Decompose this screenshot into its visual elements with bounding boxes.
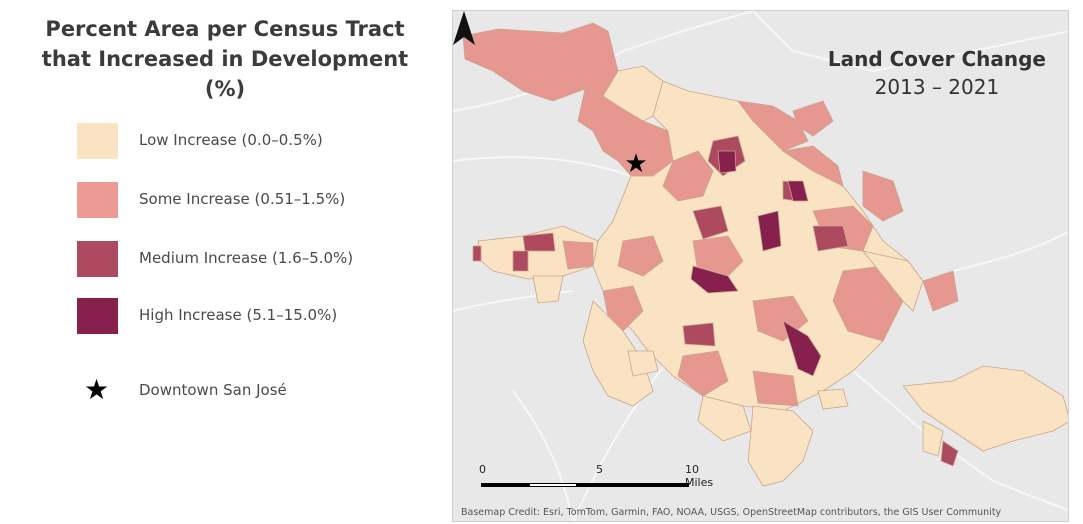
- legend-swatch-some: [77, 182, 118, 218]
- legend-panel: Percent Area per Census Tract that Incre…: [0, 0, 452, 524]
- star-icon: ★: [84, 373, 110, 406]
- legend-swatch-high: [77, 298, 118, 334]
- tract-some[interactable]: [752, 370, 799, 407]
- legend-item-low: Low Increase (0.0–0.5%): [77, 123, 437, 161]
- tract-high[interactable]: [690, 265, 739, 294]
- tract-low[interactable]: [902, 365, 1069, 452]
- tract-high[interactable]: [717, 150, 737, 174]
- tract-some[interactable]: [662, 150, 714, 202]
- tract-low[interactable]: [532, 275, 564, 304]
- downtown-legend-label: Downtown San José: [139, 381, 287, 399]
- basemap-road: [752, 11, 1068, 73]
- tract-some[interactable]: [792, 100, 834, 137]
- tract-high[interactable]: [787, 180, 809, 202]
- tract-some[interactable]: [602, 285, 644, 332]
- basemap-credit: Basemap Credit: Esri, TomTom, Garmin, FA…: [461, 507, 1002, 518]
- scale-label-10: 10 Miles: [685, 463, 714, 489]
- tract-medium[interactable]: [692, 205, 729, 240]
- legend-label-some: Some Increase (0.51–1.5%): [139, 190, 346, 208]
- map-frame[interactable]: ★ Land Cover Change 2013 – 2021 0 5 10 M…: [452, 10, 1069, 522]
- tract-low[interactable]: [861, 250, 924, 312]
- tract-low[interactable]: [747, 405, 814, 487]
- scale-label-5: 5: [596, 463, 603, 476]
- tract-high[interactable]: [757, 210, 782, 252]
- tract-low[interactable]: [582, 300, 654, 407]
- tract-some[interactable]: [617, 235, 664, 277]
- tract-some[interactable]: [922, 270, 959, 312]
- tract-low[interactable]: [922, 420, 944, 457]
- tract-medium[interactable]: [522, 232, 556, 252]
- tract-medium[interactable]: [940, 440, 959, 467]
- basemap-road: [852, 370, 1068, 512]
- scale-segment: [529, 483, 577, 487]
- legend-swatch-medium: [77, 241, 118, 277]
- scale-segment: [577, 483, 689, 487]
- tract-medium[interactable]: [682, 322, 716, 347]
- tract-high[interactable]: [782, 320, 822, 377]
- legend-item-high: High Increase (5.1–15.0%): [77, 298, 437, 336]
- tract-low[interactable]: [697, 395, 752, 442]
- map-title: Land Cover Change: [827, 47, 1046, 71]
- tract-medium[interactable]: [812, 225, 849, 252]
- tract-low[interactable]: [627, 350, 659, 377]
- map-subtitle: 2013 – 2021: [874, 75, 1000, 99]
- legend-label-medium: Medium Increase (1.6–5.0%): [139, 249, 354, 267]
- map-title-block: Land Cover Change 2013 – 2021: [828, 45, 1046, 101]
- tract-some[interactable]: [677, 350, 729, 397]
- north-arrow-icon: [453, 11, 475, 45]
- legend-label-high: High Increase (5.1–15.0%): [139, 306, 338, 324]
- legend-title: Percent Area per Census Tract that Incre…: [41, 17, 409, 101]
- census-tracts: [462, 22, 1069, 487]
- basemap-road: [952, 230, 1068, 272]
- map-canvas: ★: [453, 11, 1069, 521]
- legend-item-medium: Medium Increase (1.6–5.0%): [77, 241, 437, 279]
- scale-bar: 0 5 10 Miles: [479, 463, 713, 493]
- tract-low[interactable]: [602, 65, 664, 122]
- tract-some[interactable]: [562, 240, 594, 270]
- legend-item-some: Some Increase (0.51–1.5%): [77, 182, 437, 220]
- tract-some[interactable]: [862, 170, 904, 222]
- tract-medium[interactable]: [512, 250, 529, 272]
- tract-some[interactable]: [737, 100, 809, 152]
- tract-medium[interactable]: [472, 245, 482, 262]
- scale-label-0: 0: [479, 463, 486, 476]
- basemap-road: [512, 390, 574, 521]
- tract-some[interactable]: [781, 145, 844, 187]
- legend-label-low: Low Increase (0.0–0.5%): [139, 131, 323, 149]
- scale-segment: [481, 483, 529, 487]
- downtown-star-icon[interactable]: ★: [624, 149, 647, 179]
- legend-swatch-low: [77, 123, 118, 159]
- tract-low[interactable]: [817, 388, 849, 410]
